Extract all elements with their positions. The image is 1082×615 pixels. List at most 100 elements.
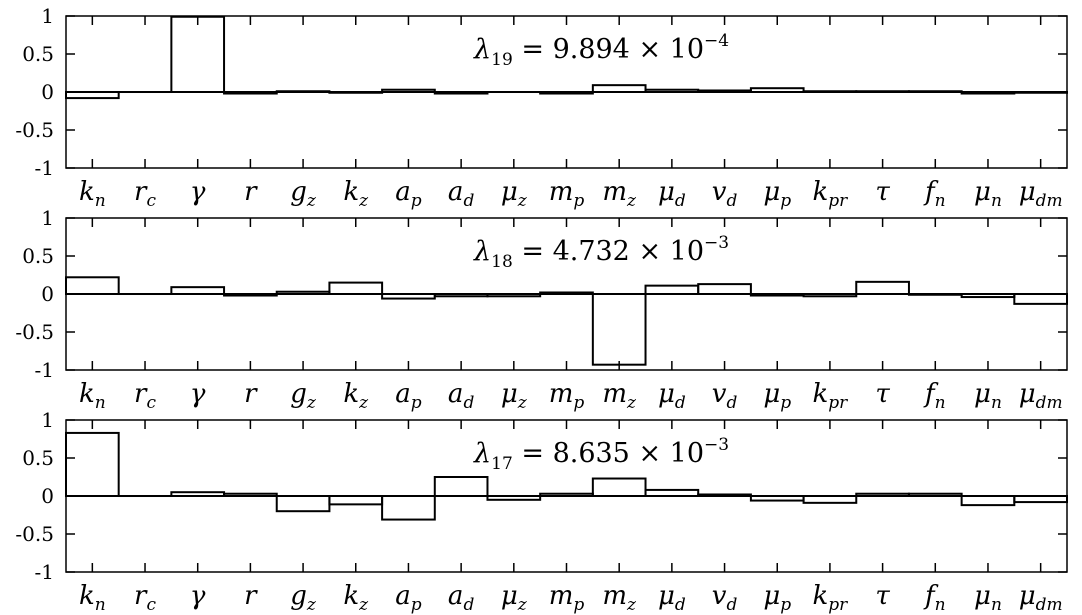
eigenvalue-symbol: λ [473,438,491,469]
category-label: kz [343,581,369,615]
chart-panel-lambda-18: 10.50-0.5-1kn rc γ r gz kz ap ad μz mp mz μd vd μp kpr… [15,206,1069,413]
bar [65,431,120,498]
category-main: μ [1019,177,1036,207]
bar [907,293,963,296]
eigenvalue-mantissa: 4.732 [553,236,630,267]
category-label: μp [763,379,791,413]
category-label: gz [290,177,317,211]
bar [1013,293,1069,305]
bar [539,492,594,498]
category-label: μz [501,581,528,615]
category-subscript: z [306,393,317,413]
bar [275,290,331,296]
category-subscript: p [411,191,422,211]
category-label: μn [974,581,1002,615]
category-label: μn [974,177,1002,211]
y-tick-label: 0.5 [22,42,54,66]
category-main: m [602,379,627,409]
eigenvalue-index: 19 [491,50,513,70]
category-main: μ [763,379,780,409]
category-main: τ [875,379,890,409]
category-label: μz [501,177,528,211]
category-label: kpr [813,581,849,615]
category-label: kpr [813,177,849,211]
bar [381,293,436,300]
category-subscript: p [573,393,584,413]
bar [749,495,805,502]
category-label: r [244,581,258,611]
category-subscript: z [358,595,369,615]
category-label: γ [190,379,206,409]
bar [65,276,120,295]
category-subscript: d [726,191,737,211]
bar [960,495,1016,507]
bar [802,293,858,298]
bar [381,88,436,94]
category-main: a [448,379,464,409]
bar [381,495,436,521]
category-main: a [395,379,411,409]
category-main: τ [875,177,890,207]
category-main: γ [190,581,206,611]
times-sign: × [630,438,670,469]
bar [328,495,384,506]
bar [275,90,331,93]
category-main: k [79,177,95,207]
category-main: m [549,379,574,409]
category-subscript: z [306,191,317,211]
bar [855,492,910,498]
category-label: μd [658,581,686,615]
category-main: μ [974,581,991,611]
category-main: μ [501,379,518,409]
category-label: vd [712,379,738,413]
category-label: gz [290,581,317,615]
bar [749,87,805,93]
category-main: a [395,581,411,611]
bar [486,495,542,501]
category-label: γ [190,177,206,207]
category-main: γ [190,379,206,409]
category-subscript: z [517,191,528,211]
category-main: μ [658,379,675,409]
bar [697,89,752,94]
category-subscript: z [517,595,528,615]
y-tick-label: 0.5 [22,446,54,470]
category-label: mp [549,581,585,615]
category-main: r [134,177,148,207]
category-label: μp [763,581,791,615]
category-main: m [549,581,574,611]
bar [1013,91,1069,94]
category-subscript: z [626,595,637,615]
bar [697,283,752,295]
category-main: v [712,177,727,207]
bar [855,280,910,295]
equals-sign: = [513,236,553,267]
category-main: k [79,581,95,611]
eigenvalue-label: λ19 = 9.894 × 10−4 [473,31,729,70]
category-subscript: c [146,191,156,211]
category-main: a [448,581,464,611]
category-label: kpr [813,379,849,413]
y-tick-label: 1 [41,206,54,230]
category-label: τ [875,177,890,207]
bar [697,493,752,498]
bar [170,15,226,93]
category-main: m [549,177,574,207]
category-label: μd [658,379,686,413]
eigenvalue-base: 10 [670,34,704,65]
eigenvalue-symbol: λ [473,236,491,267]
bar [328,281,384,296]
bar [644,488,700,498]
category-main: r [244,379,258,409]
category-subscript: n [935,595,946,615]
bar [65,91,120,100]
category-subscript: z [626,191,637,211]
category-main: r [244,177,258,207]
bar [275,495,331,513]
y-tick-label: -1 [35,358,54,382]
bar [591,477,647,497]
category-subscript: d [463,191,474,211]
y-tick-label: 0 [41,484,54,508]
category-label: τ [875,581,890,611]
